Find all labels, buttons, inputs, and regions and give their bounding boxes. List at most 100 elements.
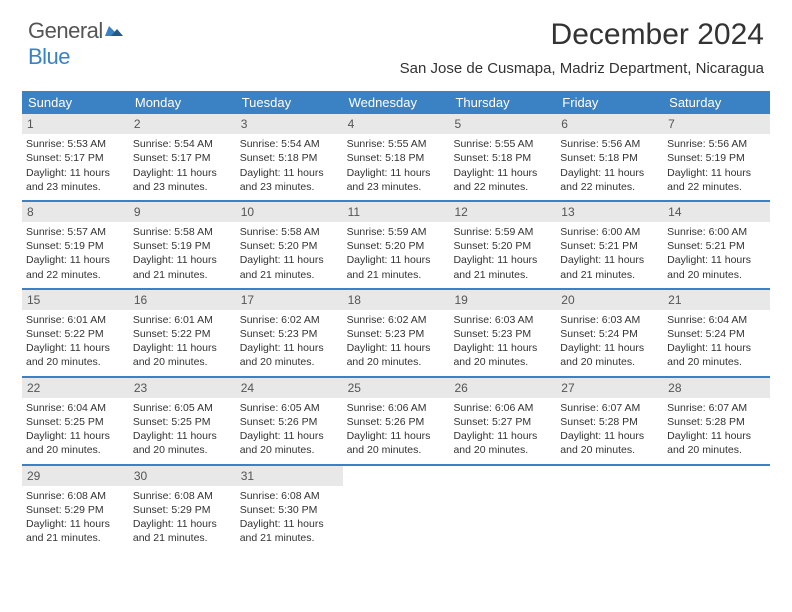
sunset-line: Sunset: 5:23 PM [453,327,552,341]
sunrise-line: Sunrise: 6:07 AM [560,401,659,415]
sunrise-line: Sunrise: 6:05 AM [133,401,232,415]
day-cell: 31Sunrise: 6:08 AMSunset: 5:30 PMDayligh… [236,466,343,552]
daylight-line: Daylight: 11 hours and 23 minutes. [26,166,125,194]
weekday-header-row: SundayMondayTuesdayWednesdayThursdayFrid… [22,91,770,114]
day-cell: 12Sunrise: 5:59 AMSunset: 5:20 PMDayligh… [449,202,556,288]
sunset-line: Sunset: 5:26 PM [240,415,339,429]
day-cell: 17Sunrise: 6:02 AMSunset: 5:23 PMDayligh… [236,290,343,376]
daylight-line: Daylight: 11 hours and 22 minutes. [453,166,552,194]
sunset-line: Sunset: 5:27 PM [453,415,552,429]
day-number: 22 [22,378,129,398]
sunset-line: Sunset: 5:29 PM [26,503,125,517]
sunrise-line: Sunrise: 5:54 AM [240,137,339,151]
weekday-saturday: Saturday [663,91,770,114]
week-row: 22Sunrise: 6:04 AMSunset: 5:25 PMDayligh… [22,378,770,466]
day-number: 1 [22,114,129,134]
day-cell: 4Sunrise: 5:55 AMSunset: 5:18 PMDaylight… [343,114,450,200]
day-cell: 21Sunrise: 6:04 AMSunset: 5:24 PMDayligh… [663,290,770,376]
sunrise-line: Sunrise: 6:08 AM [133,489,232,503]
daylight-line: Daylight: 11 hours and 20 minutes. [560,429,659,457]
daylight-line: Daylight: 11 hours and 20 minutes. [26,341,125,369]
day-cell: 10Sunrise: 5:58 AMSunset: 5:20 PMDayligh… [236,202,343,288]
logo-word1: General [28,18,103,43]
day-number: 3 [236,114,343,134]
sunset-line: Sunset: 5:20 PM [347,239,446,253]
sunset-line: Sunset: 5:25 PM [133,415,232,429]
week-row: 15Sunrise: 6:01 AMSunset: 5:22 PMDayligh… [22,290,770,378]
daylight-line: Daylight: 11 hours and 21 minutes. [560,253,659,281]
day-cell: 13Sunrise: 6:00 AMSunset: 5:21 PMDayligh… [556,202,663,288]
sunrise-line: Sunrise: 5:59 AM [453,225,552,239]
day-number: 12 [449,202,556,222]
sunset-line: Sunset: 5:17 PM [26,151,125,165]
daylight-line: Daylight: 11 hours and 20 minutes. [133,429,232,457]
day-cell: 11Sunrise: 5:59 AMSunset: 5:20 PMDayligh… [343,202,450,288]
day-number: 19 [449,290,556,310]
sunset-line: Sunset: 5:23 PM [347,327,446,341]
day-number: 2 [129,114,236,134]
week-row: 8Sunrise: 5:57 AMSunset: 5:19 PMDaylight… [22,202,770,290]
sunrise-line: Sunrise: 6:03 AM [453,313,552,327]
sunset-line: Sunset: 5:28 PM [560,415,659,429]
sunset-line: Sunset: 5:23 PM [240,327,339,341]
weekday-wednesday: Wednesday [343,91,450,114]
day-number: 6 [556,114,663,134]
sunset-line: Sunset: 5:22 PM [133,327,232,341]
title-block: December 2024 San Jose de Cusmapa, Madri… [400,18,764,77]
day-cell: 26Sunrise: 6:06 AMSunset: 5:27 PMDayligh… [449,378,556,464]
sunset-line: Sunset: 5:17 PM [133,151,232,165]
sunrise-line: Sunrise: 6:01 AM [133,313,232,327]
day-number: 13 [556,202,663,222]
daylight-line: Daylight: 11 hours and 22 minutes. [667,166,766,194]
day-cell: 23 Sunrise: 6:05 AMSunset: 5:25 PMDayligh… [129,378,236,464]
day-number: 4 [343,114,450,134]
sunset-line: Sunset: 5:19 PM [26,239,125,253]
sunset-line: Sunset: 5:18 PM [347,151,446,165]
daylight-line: Daylight: 11 hours and 21 minutes. [133,253,232,281]
sunset-line: Sunset: 5:25 PM [26,415,125,429]
day-number: 20 [556,290,663,310]
daylight-line: Daylight: 11 hours and 23 minutes. [133,166,232,194]
day-number: 23 [129,378,236,398]
sunrise-line: Sunrise: 5:57 AM [26,225,125,239]
day-cell: 8Sunrise: 5:57 AMSunset: 5:19 PMDaylight… [22,202,129,288]
sunset-line: Sunset: 5:26 PM [347,415,446,429]
empty-cell: . [663,466,770,552]
week-row: 29Sunrise: 6:08 AMSunset: 5:29 PMDayligh… [22,466,770,552]
daylight-line: Daylight: 11 hours and 21 minutes. [240,517,339,545]
weekday-thursday: Thursday [449,91,556,114]
day-cell: 1Sunrise: 5:53 AMSunset: 5:17 PMDaylight… [22,114,129,200]
sunset-line: Sunset: 5:22 PM [26,327,125,341]
day-cell: 16Sunrise: 6:01 AMSunset: 5:22 PMDayligh… [129,290,236,376]
sunset-line: Sunset: 5:30 PM [240,503,339,517]
daylight-line: Daylight: 11 hours and 20 minutes. [240,429,339,457]
daylight-line: Daylight: 11 hours and 20 minutes. [453,429,552,457]
day-number: 11 [343,202,450,222]
sunrise-line: Sunrise: 5:56 AM [667,137,766,151]
day-number: 28 [663,378,770,398]
week-row: 1Sunrise: 5:53 AMSunset: 5:17 PMDaylight… [22,114,770,202]
day-number: 29 [22,466,129,486]
day-cell: 30Sunrise: 6:08 AMSunset: 5:29 PMDayligh… [129,466,236,552]
daylight-line: Daylight: 11 hours and 23 minutes. [240,166,339,194]
sunrise-line: Sunrise: 5:55 AM [453,137,552,151]
sunrise-line: Sunrise: 6:01 AM [26,313,125,327]
sunrise-line: Sunrise: 6:08 AM [26,489,125,503]
daylight-line: Daylight: 11 hours and 20 minutes. [667,253,766,281]
day-cell: 20Sunrise: 6:03 AMSunset: 5:24 PMDayligh… [556,290,663,376]
sunrise-line: Sunrise: 6:06 AM [453,401,552,415]
sunrise-line: Sunrise: 6:08 AM [240,489,339,503]
day-cell: 5Sunrise: 5:55 AMSunset: 5:18 PMDaylight… [449,114,556,200]
day-number: 24 [236,378,343,398]
day-number: 25 [343,378,450,398]
sunset-line: Sunset: 5:24 PM [560,327,659,341]
day-number: 16 [129,290,236,310]
logo-word2: Blue [28,44,70,69]
daylight-line: Daylight: 11 hours and 20 minutes. [240,341,339,369]
sunset-line: Sunset: 5:19 PM [133,239,232,253]
sunrise-line: Sunrise: 6:04 AM [26,401,125,415]
month-title: December 2024 [400,18,764,52]
sunrise-line: Sunrise: 6:07 AM [667,401,766,415]
sunrise-line: Sunrise: 6:02 AM [347,313,446,327]
day-number: 5 [449,114,556,134]
